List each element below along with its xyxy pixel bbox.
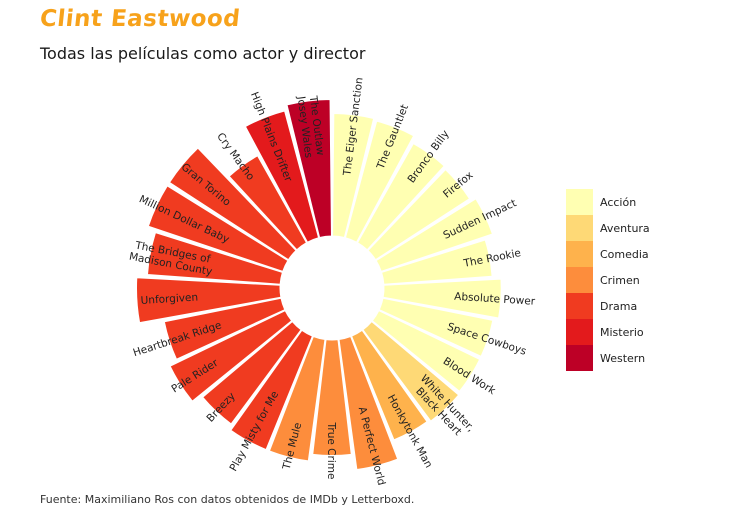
legend-label: Acción [600,195,637,209]
bar-the-outlaw-josey-wales [286,99,332,239]
bar-bronco-billy [356,142,445,251]
bar-play-misty-for-me [230,329,314,451]
legend-swatch [566,345,593,371]
legend-label: Drama [600,299,638,313]
chart-bars [136,99,502,471]
legend-item: Comedia [566,241,650,267]
tick-label-line: Unforgiven [140,291,198,307]
legend-swatch [566,189,593,215]
legend-item: Drama [566,293,650,319]
legend-item: Misterio [566,319,650,345]
bar-million-dollar-baby [147,185,289,273]
bar-firefox [367,168,471,261]
bar-white-hunter-black-heart [362,320,460,422]
tick-label: Absolute Power [454,291,536,308]
bar-high-plains-drifter [244,110,320,243]
legend-item: Crimen [566,267,650,293]
bar-honkytonk-man [350,329,428,441]
legend-swatch [566,215,593,241]
legend-item: Western [566,345,650,371]
legend-item: Aventura [566,215,650,241]
legend-label: Aventura [600,221,650,235]
bar-breezy [202,320,302,425]
chart-subtitle: Todas las películas como actor y directo… [40,44,366,63]
legend-label: Misterio [600,325,644,339]
bar-pale-rider [169,309,293,402]
bar-the-rookie [380,239,493,285]
bar-the-bridges-of-madison-county [146,232,284,285]
legend-swatch [566,319,593,345]
tick-label: Unforgiven [140,291,198,307]
legend-swatch [566,267,593,293]
bar-a-perfect-world [338,335,399,471]
genre-legend: Acción Aventura Comedia Crimen Drama Misterio… [566,189,650,371]
tick-label-line: Absolute Power [454,291,536,308]
bar-unforgiven [136,277,282,324]
bar-heartbreak-ridge [163,297,286,360]
bar-blood-work [371,309,481,392]
source-note: Fuente: Maximiliano Ros con datos obteni… [40,493,415,506]
tick-label-line: True Crime [325,422,337,480]
bar-cry-macho [228,155,308,251]
tick-label: True Crime [325,422,337,480]
bar-absolute-power [382,278,502,319]
bar-the-gauntlet [344,120,415,243]
legend-item: Acción [566,189,650,215]
legend-swatch [566,241,593,267]
legend-label: Comedia [600,247,649,261]
bar-the-mule [268,335,326,462]
legend-swatch [566,293,593,319]
legend-label: Western [600,351,646,365]
bar-true-crime [312,339,352,456]
bar-the-eiger-sanction [332,113,375,239]
bar-space-cowboys [378,297,494,357]
bar-gran-torino [168,147,297,261]
legend-label: Crimen [600,273,640,287]
bar-sudden-impact [375,198,494,273]
